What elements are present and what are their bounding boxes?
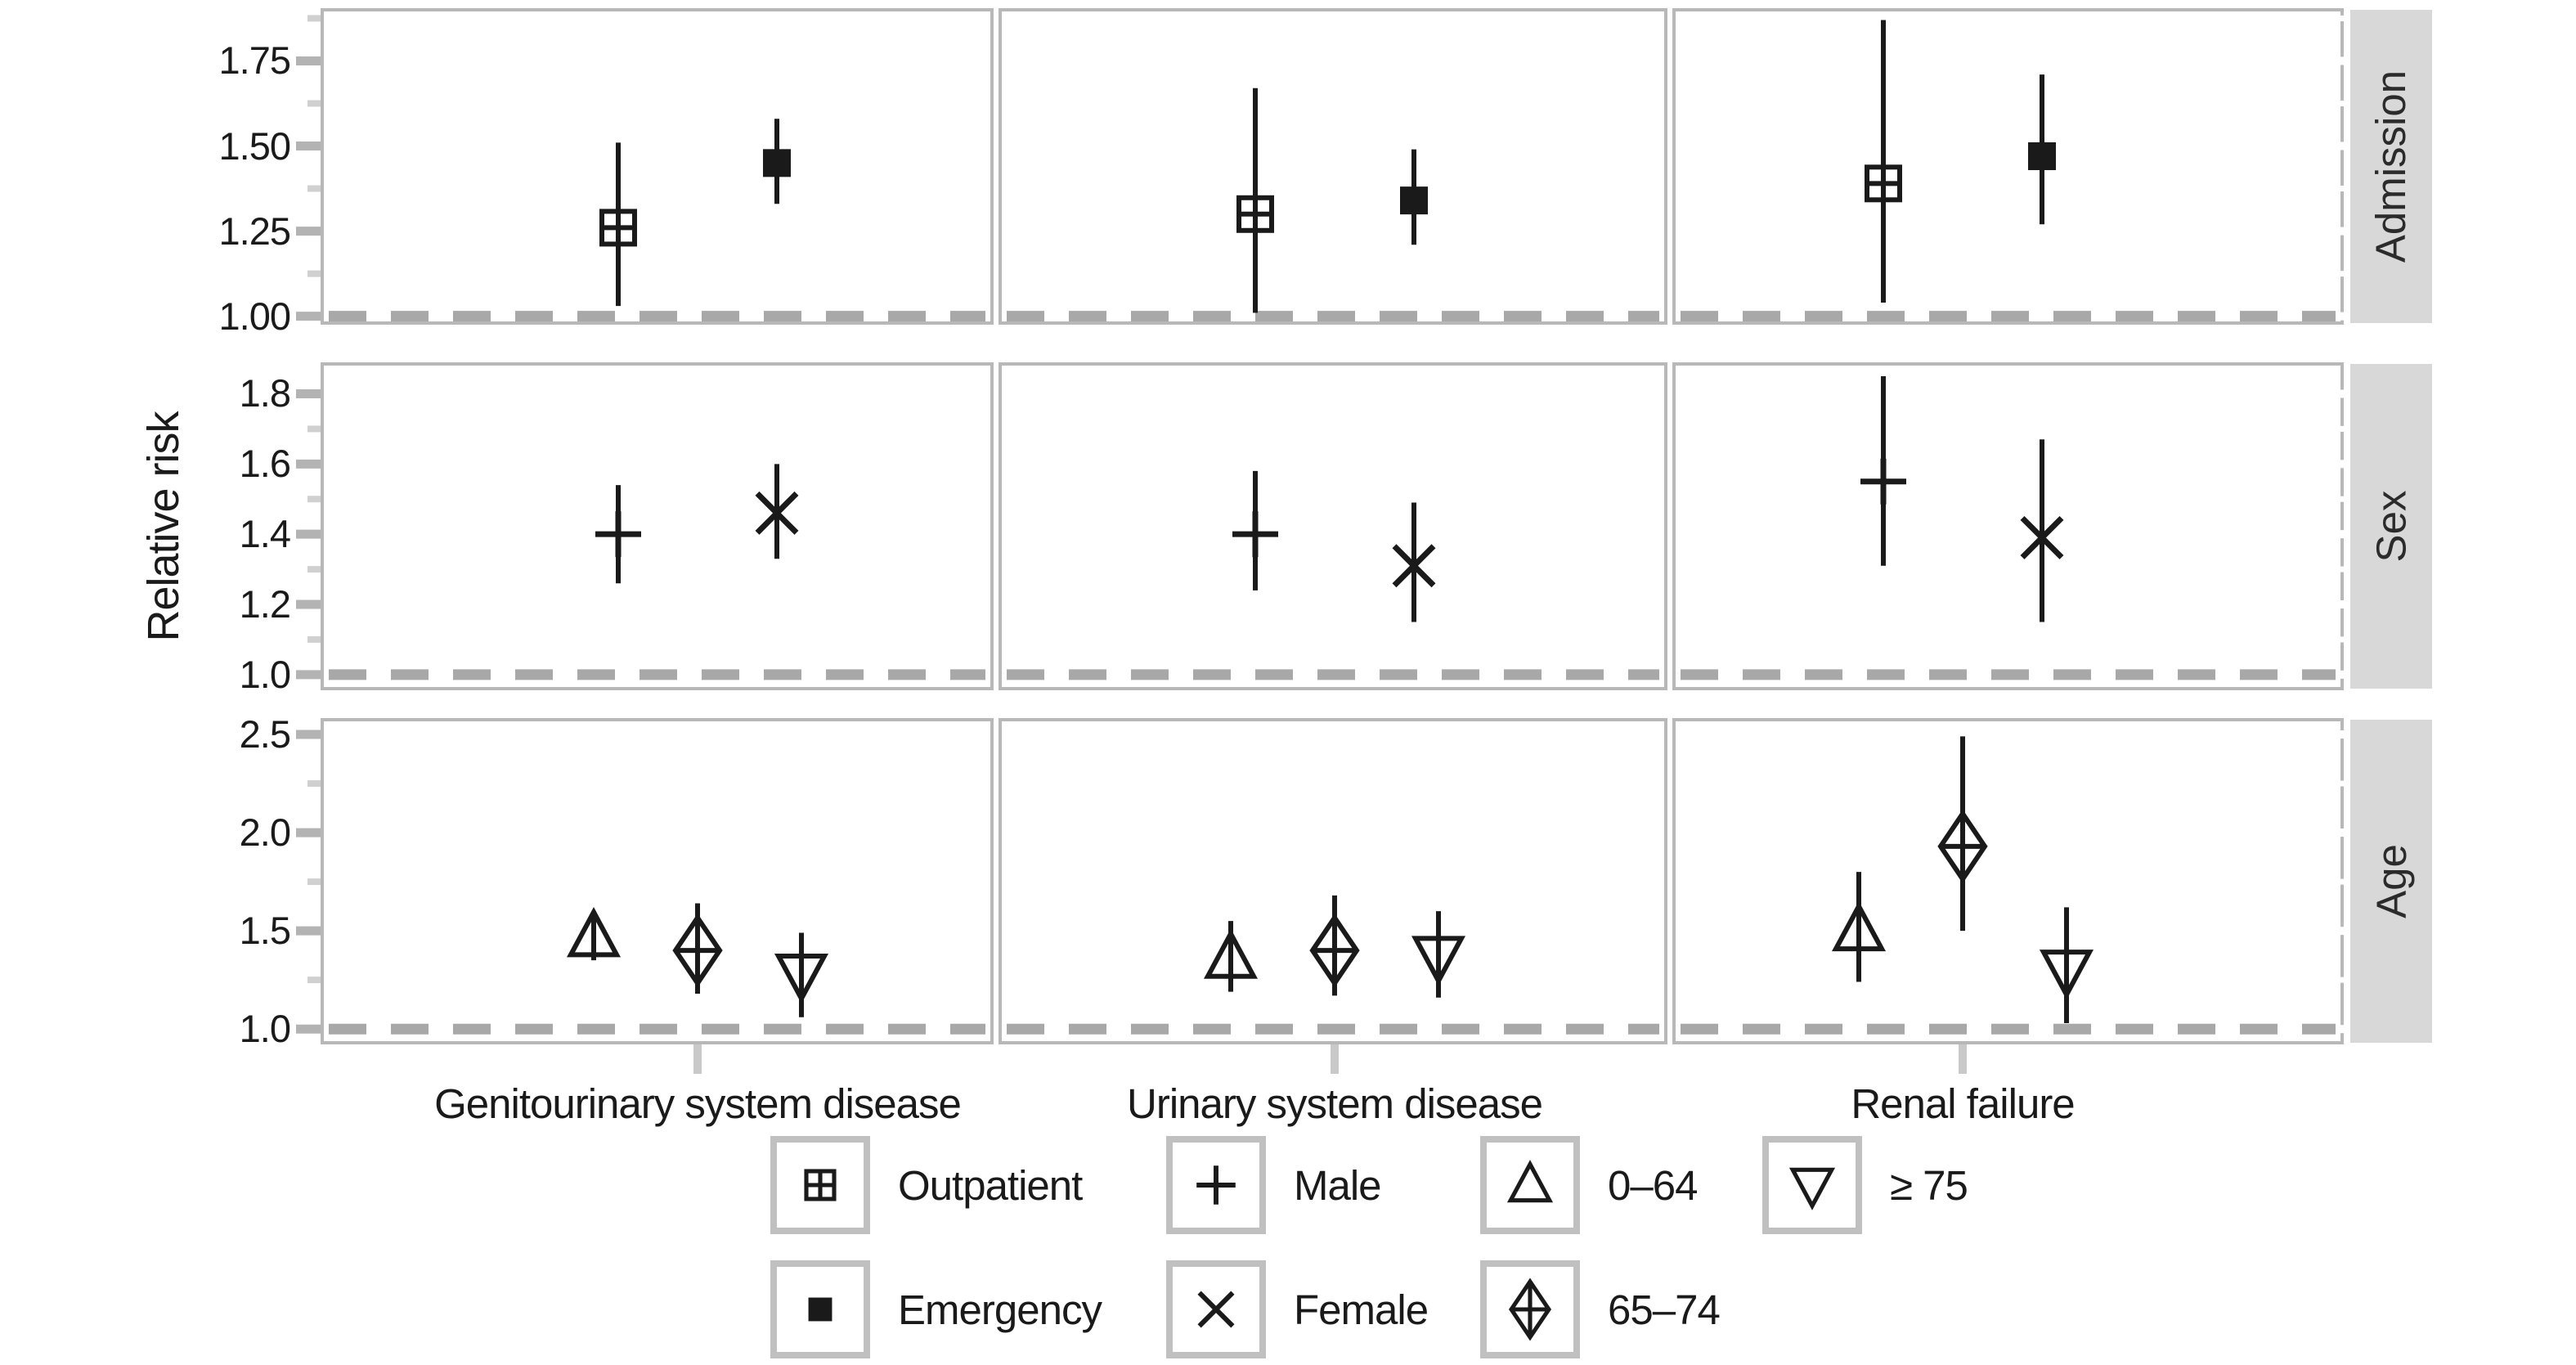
legend-item-age-75-plus: ≥ 75 xyxy=(1762,1136,1968,1234)
plus-marker-icon xyxy=(1860,458,1906,505)
legend-key-box xyxy=(770,1136,870,1234)
square-filled-marker-icon xyxy=(1400,186,1428,215)
plus-marker-icon xyxy=(595,511,641,558)
times-marker-icon xyxy=(1197,1291,1235,1328)
times-marker-icon xyxy=(2020,515,2064,559)
plus-marker-icon xyxy=(1232,511,1278,558)
legend-label: Outpatient xyxy=(898,1161,1083,1209)
square-plus-marker-icon xyxy=(599,209,637,247)
legend-label: Male xyxy=(1294,1161,1382,1209)
legend-item-female: Female xyxy=(1166,1260,1429,1358)
legend-label: 0–64 xyxy=(1608,1161,1698,1209)
strip-label-admission: Admission xyxy=(2367,70,2415,263)
legend-key-box xyxy=(770,1260,870,1358)
panel-border xyxy=(321,362,994,690)
y-tick-label: 1.5 xyxy=(239,909,291,953)
y-tick-label: 1.6 xyxy=(239,442,291,486)
x-category-label-renal: Renal failure xyxy=(1851,1080,2075,1127)
times-marker-icon xyxy=(1392,544,1436,588)
legend-key-box xyxy=(1480,1136,1580,1234)
panel-border xyxy=(999,718,1667,1044)
times-marker-icon xyxy=(1197,1291,1235,1328)
panel-border xyxy=(321,8,994,325)
facet-strip-sex: Sex xyxy=(2350,364,2432,689)
legend-label: Female xyxy=(1294,1286,1429,1333)
square-plus-marker-icon xyxy=(1865,164,1902,203)
legend-item-male: Male xyxy=(1166,1136,1382,1234)
triangle-up-marker-icon xyxy=(1506,1160,1554,1203)
triangle-down-marker-icon xyxy=(1788,1167,1836,1210)
legend-label: ≥ 75 xyxy=(1890,1161,1968,1209)
facet-strip-age: Age xyxy=(2350,720,2432,1043)
panel-border xyxy=(1672,8,2344,325)
square-plus-marker-icon xyxy=(804,1169,837,1201)
triangle-down-marker-icon xyxy=(774,953,829,1004)
plus-marker-icon xyxy=(1196,1165,1236,1205)
triangle-down-marker-icon xyxy=(1788,1167,1836,1210)
strip-label-age: Age xyxy=(2367,844,2415,918)
y-tick-label: 1.25 xyxy=(218,209,291,253)
legend-key-box xyxy=(1166,1136,1266,1234)
y-tick-label: 2.5 xyxy=(239,712,291,756)
square-filled-marker-icon xyxy=(2028,142,2056,171)
legend-label: Emergency xyxy=(898,1286,1102,1333)
panel-border xyxy=(1672,362,2344,690)
square-plus-marker-icon xyxy=(804,1169,837,1201)
facet-strip-admission: Admission xyxy=(2350,10,2432,323)
legend-label: 65–74 xyxy=(1608,1286,1721,1333)
legend-item-emergency: Emergency xyxy=(770,1260,1102,1358)
y-tick-label: 1.00 xyxy=(218,294,291,338)
times-marker-icon xyxy=(755,491,799,535)
square-filled-marker-icon xyxy=(808,1297,832,1322)
legend-key-box xyxy=(1762,1136,1862,1234)
legend-item-age-0-64: 0–64 xyxy=(1480,1136,1698,1234)
square-filled-marker-icon xyxy=(763,149,791,177)
diamond-plus-marker-icon xyxy=(1508,1277,1552,1341)
triangle-up-marker-icon xyxy=(566,907,622,958)
triangle-down-marker-icon xyxy=(2039,950,2094,1000)
y-tick-label: 1.8 xyxy=(239,371,291,415)
strip-label-sex: Sex xyxy=(2367,490,2415,563)
triangle-down-marker-icon xyxy=(1411,936,1466,986)
legend-item-outpatient: Outpatient xyxy=(770,1136,1083,1234)
panel-border xyxy=(1672,718,2344,1044)
square-plus-marker-icon xyxy=(1236,195,1274,233)
legend-key-box xyxy=(1480,1260,1580,1358)
panel-border xyxy=(999,362,1667,690)
plus-marker-icon xyxy=(1196,1165,1236,1205)
diamond-plus-marker-icon xyxy=(1309,913,1360,988)
y-tick-label: 1.0 xyxy=(239,1007,291,1051)
panel-border xyxy=(321,718,994,1044)
diamond-plus-marker-icon xyxy=(672,913,723,988)
legend-key-box xyxy=(1166,1260,1266,1358)
y-tick-label: 2.0 xyxy=(239,810,291,855)
y-tick-label: 1.50 xyxy=(218,123,291,168)
y-tick-label: 1.0 xyxy=(239,652,291,696)
triangle-up-marker-icon xyxy=(1203,928,1259,979)
diamond-plus-marker-icon xyxy=(1937,809,1988,884)
legend-item-age-65-74: 65–74 xyxy=(1480,1260,1721,1358)
triangle-up-marker-icon xyxy=(1506,1160,1554,1203)
diamond-plus-marker-icon xyxy=(1508,1277,1552,1341)
y-tick-label: 1.2 xyxy=(239,581,291,626)
panel-border xyxy=(999,8,1667,325)
y-tick-label: 1.75 xyxy=(218,38,291,83)
filled-square-marker-icon xyxy=(808,1297,832,1322)
x-category-label-genitourinary: Genitourinary system disease xyxy=(434,1080,962,1127)
triangle-up-marker-icon xyxy=(1831,900,1887,952)
x-category-label-urinary: Urinary system disease xyxy=(1127,1080,1543,1127)
y-tick-label: 1.4 xyxy=(239,512,291,556)
